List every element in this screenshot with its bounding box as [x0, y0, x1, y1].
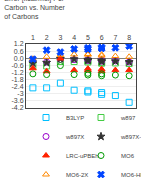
svg-text:5: 5: [86, 34, 90, 41]
svg-text:w897X-D: w897X-D: [120, 134, 141, 140]
svg-text:0.6: 0.6: [14, 48, 24, 55]
svg-text:6: 6: [100, 34, 104, 41]
svg-text:B3LYP: B3LYP: [66, 115, 84, 121]
svg-text:MO6: MO6: [121, 153, 135, 159]
svg-text:4: 4: [72, 34, 76, 41]
svg-text:-3: -3: [17, 90, 23, 97]
svg-text:Error [kcal/mol] PerCarbon vs.: Error [kcal/mol] PerCarbon vs. Numberof …: [4, 0, 65, 20]
svg-text:-4.2: -4.2: [12, 104, 24, 111]
svg-text:7: 7: [113, 34, 117, 41]
svg-text:LRC-uPBEh: LRC-uPBEh: [66, 153, 99, 159]
svg-text:0.0: 0.0: [14, 55, 24, 62]
svg-text:1: 1: [31, 34, 35, 41]
svg-text:3: 3: [58, 34, 62, 41]
svg-text:2: 2: [45, 34, 49, 41]
svg-text:-2.4: -2.4: [12, 83, 24, 90]
svg-text:8: 8: [127, 34, 131, 41]
svg-text:-3.6: -3.6: [12, 97, 24, 104]
svg-text:MO6-HF: MO6-HF: [121, 172, 141, 178]
svg-text:1.2: 1.2: [14, 40, 24, 47]
svg-text:-1.2: -1.2: [12, 69, 24, 76]
svg-text:w897X: w897X: [65, 134, 84, 140]
svg-text:w897: w897: [120, 115, 136, 121]
svg-text:-1.8: -1.8: [12, 76, 24, 83]
svg-text:-0.6: -0.6: [12, 62, 24, 69]
svg-text:MO6-2X: MO6-2X: [66, 172, 88, 178]
